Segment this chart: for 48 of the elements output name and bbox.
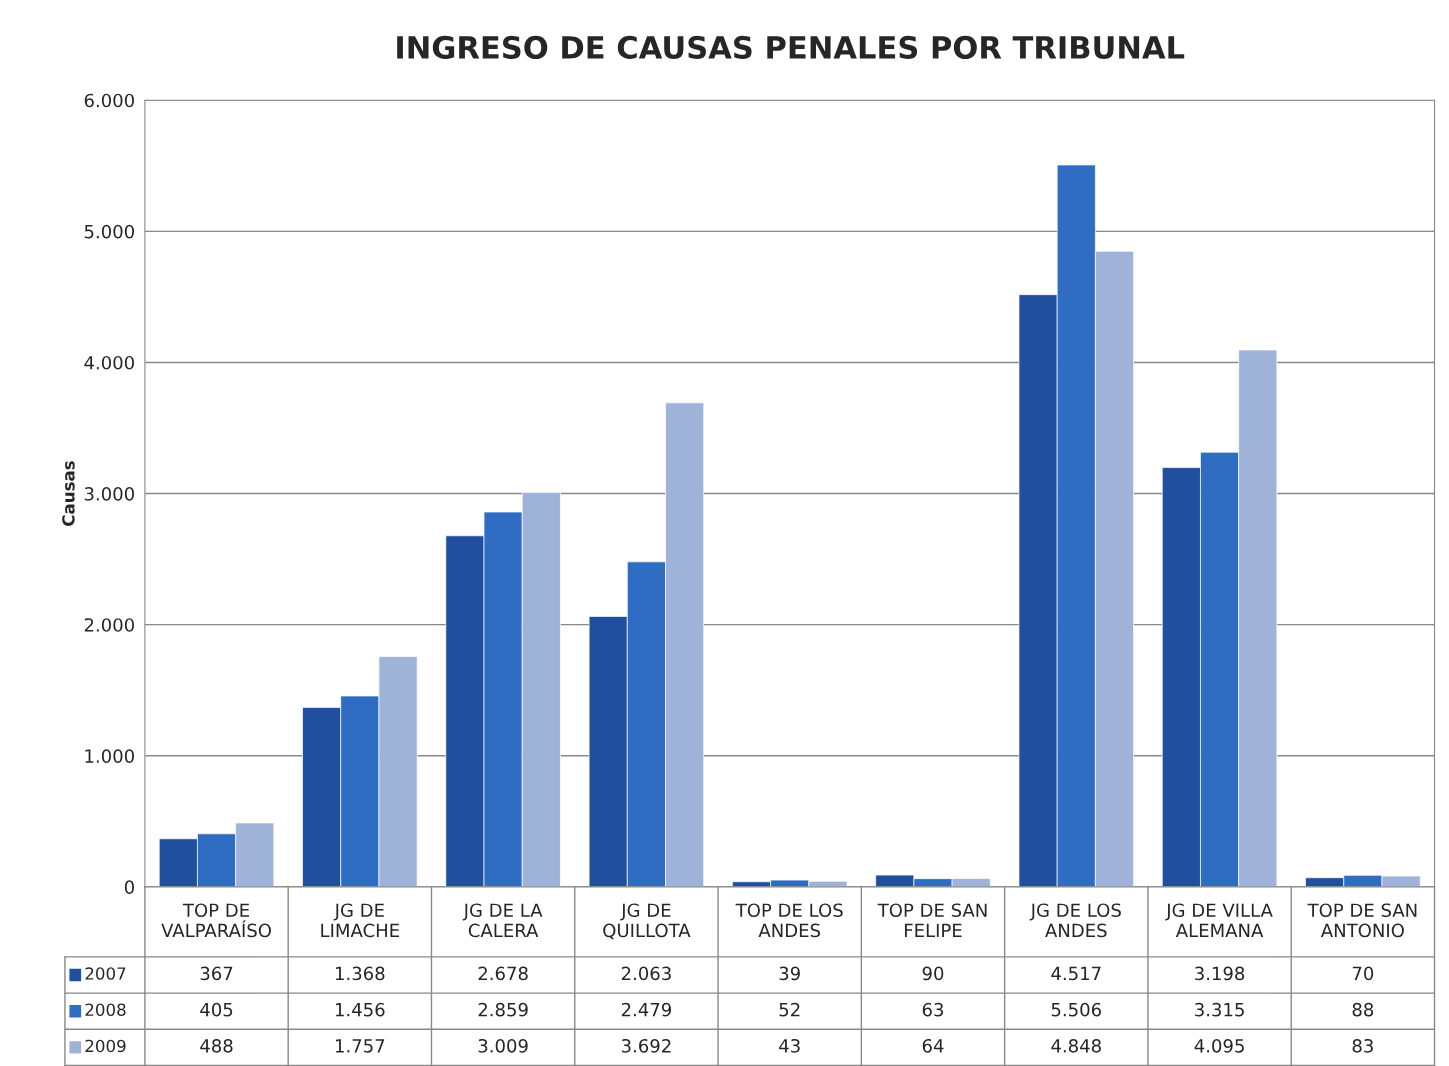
x-tick-label: TOP DE SAN FELIPE — [877, 903, 987, 938]
data-label: 88 — [1352, 1002, 1374, 1017]
data-label: 3.692 — [621, 1038, 671, 1053]
legend-label: 2007 — [85, 967, 126, 980]
data-label: 83 — [1352, 1038, 1373, 1053]
data-label: 3.009 — [478, 1038, 528, 1053]
data-label: 52 — [779, 1002, 800, 1017]
data-label: 2.479 — [621, 1002, 671, 1017]
data-label: 2.859 — [478, 1002, 528, 1017]
legend-label: 2009 — [85, 1039, 126, 1053]
y-tick-label: 5.000 — [84, 224, 134, 239]
data-label: 70 — [1352, 966, 1374, 981]
data-label: 367 — [200, 966, 233, 981]
data-label: 2.063 — [621, 966, 671, 981]
x-tick-label: JG DE QUILLOTA — [603, 903, 691, 940]
y-tick-label: 2.000 — [84, 618, 134, 632]
chart-title: INGRESO DE CAUSAS PENALES POR TRIBUNAL — [397, 35, 1185, 59]
data-label: 4.095 — [1194, 1038, 1244, 1053]
y-tick-label: 0 — [124, 880, 134, 895]
data-label: 1.757 — [335, 1039, 385, 1053]
data-label: 488 — [200, 1038, 233, 1053]
legend-label: 2008 — [85, 1003, 126, 1017]
x-tick-label: JG DE VILLA ALEMANA — [1165, 903, 1273, 938]
data-label: 1.456 — [335, 1002, 385, 1017]
data-label: 3.198 — [1195, 966, 1245, 981]
x-tick-label: JG DE LA CALERA — [462, 903, 543, 938]
x-tick-label: TOP DE SAN ANTONIO — [1307, 903, 1417, 938]
x-tick-label: JG DE LOS ANDES — [1029, 903, 1121, 938]
y-tick-label: 1.000 — [85, 749, 134, 763]
data-label: 405 — [200, 1002, 233, 1017]
x-tick-label: TOP DE VALPARAÍSO — [161, 903, 271, 938]
x-tick-label: TOP DE LOS ANDES — [735, 903, 843, 938]
x-tick-label: JG DE LIMACHE — [321, 903, 399, 938]
y-axis-title: Causas — [62, 461, 75, 526]
y-tick-label: 3.000 — [84, 487, 134, 501]
data-label: 3.315 — [1195, 1002, 1244, 1017]
data-label: 43 — [779, 1038, 800, 1053]
data-label: 90 — [922, 966, 944, 981]
data-label: 1.368 — [335, 966, 385, 981]
data-label: 5.506 — [1051, 1002, 1101, 1017]
y-tick-label: 4.000 — [84, 355, 134, 370]
data-label: 4.848 — [1051, 1038, 1101, 1053]
y-tick-label: 6.000 — [84, 93, 134, 108]
data-label: 4.517 — [1051, 966, 1101, 981]
data-label: 64 — [922, 1038, 944, 1053]
data-label: 2.678 — [478, 966, 528, 981]
data-label: 39 — [779, 966, 800, 981]
data-label: 63 — [922, 1002, 944, 1017]
